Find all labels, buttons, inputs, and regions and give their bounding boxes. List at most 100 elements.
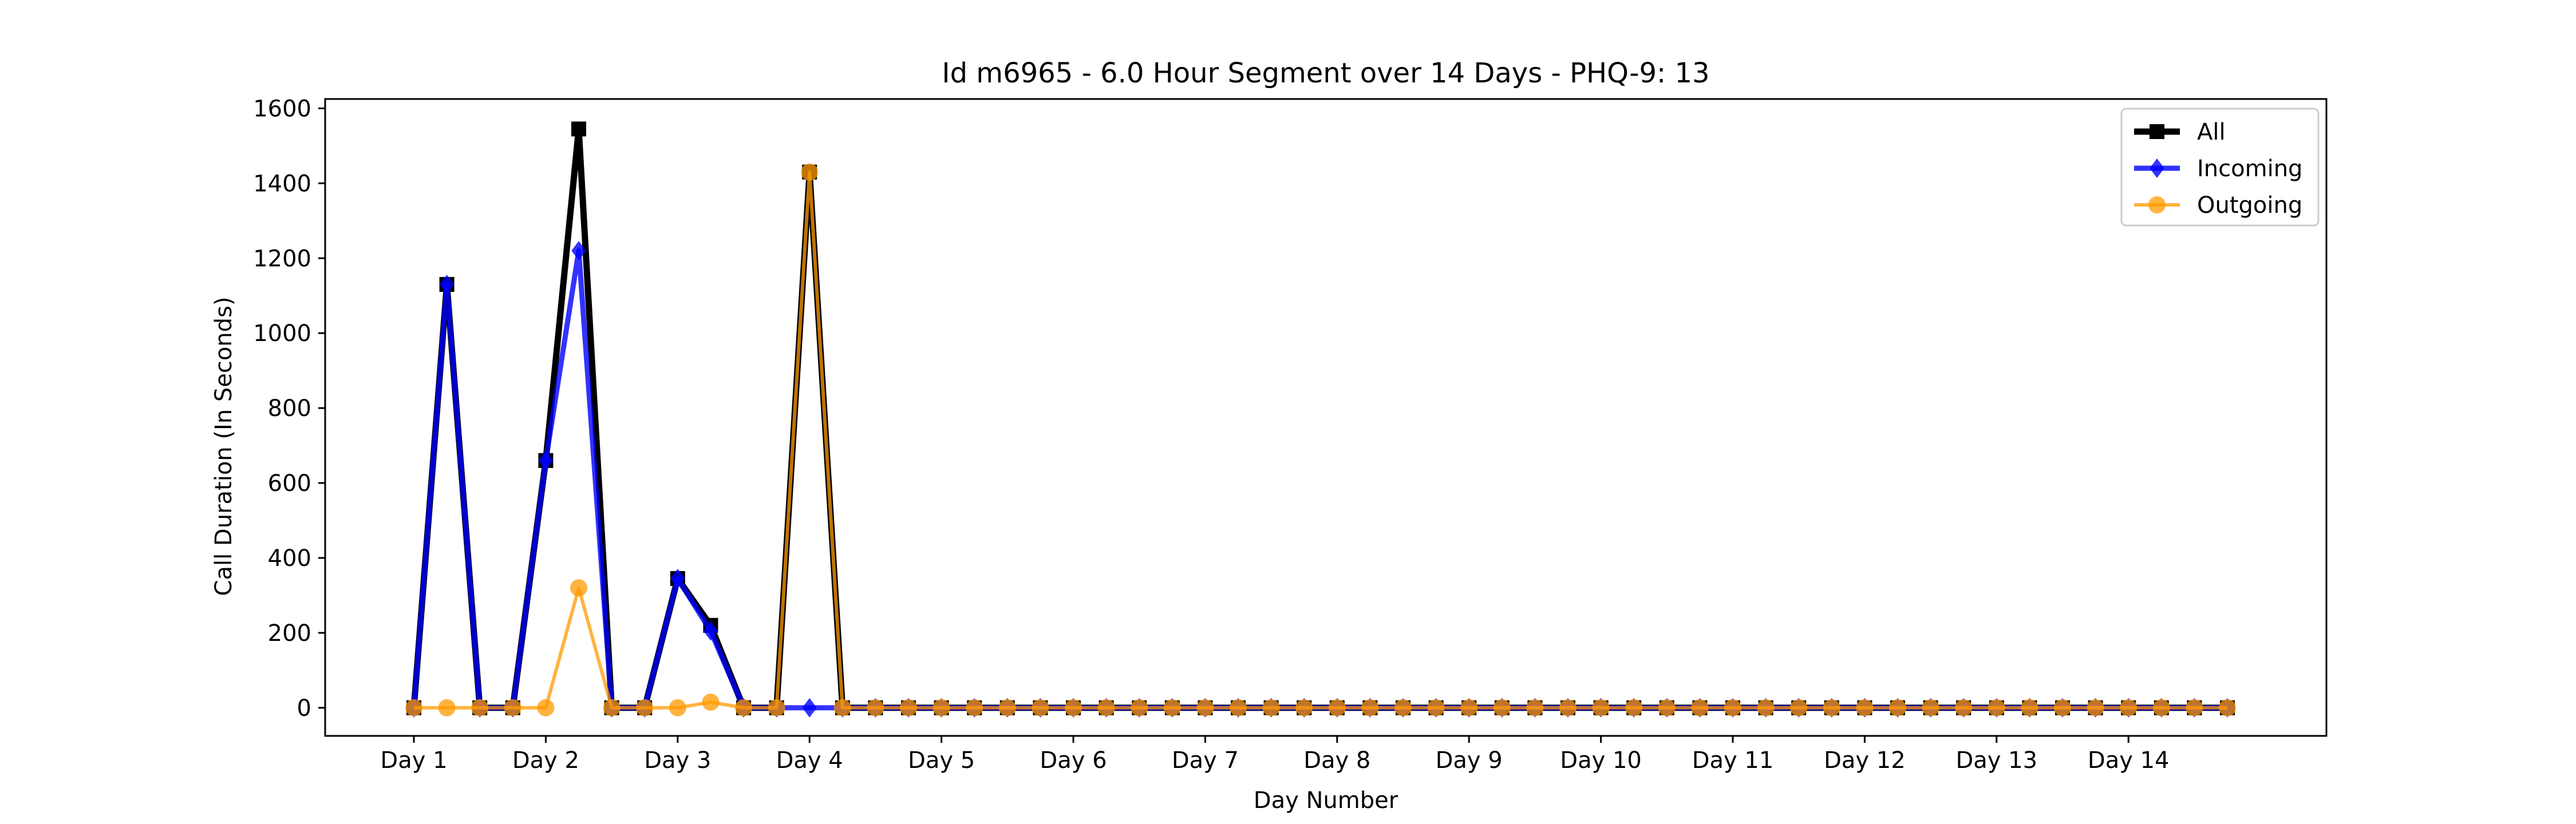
outgoing-data-point xyxy=(471,699,489,716)
incoming-data-point xyxy=(538,450,554,470)
y-tick-label: 800 xyxy=(268,395,311,422)
outgoing-data-point xyxy=(1493,699,1511,716)
y-tick-label: 0 xyxy=(297,695,311,722)
outgoing-data-point xyxy=(1724,699,1741,716)
legend: All Incoming Outgoing xyxy=(2120,108,2320,227)
x-tick-label: Day 5 xyxy=(908,747,975,774)
outgoing-data-point xyxy=(2186,699,2203,716)
outgoing-data-point xyxy=(1526,699,1544,716)
outgoing-data-point xyxy=(1230,699,1247,716)
outgoing-data-point xyxy=(1131,699,1148,716)
series-layer xyxy=(405,121,2236,718)
outgoing-series-line xyxy=(414,170,2227,710)
outgoing-data-point xyxy=(1922,699,1939,716)
x-tick-label: Day 4 xyxy=(776,747,843,774)
outgoing-data-point xyxy=(1790,699,1808,716)
outgoing-data-point xyxy=(1889,699,1906,716)
outgoing-data-point xyxy=(2120,699,2138,716)
x-tick-label: Day 1 xyxy=(380,747,447,774)
outgoing-data-point xyxy=(702,694,720,711)
y-axis: 0 200 400 600 800 1000 1200 1400 1600 xyxy=(253,96,325,722)
outgoing-data-point xyxy=(933,699,950,716)
legend-label-incoming: Incoming xyxy=(2197,156,2302,182)
outgoing-data-point xyxy=(2021,699,2038,716)
outgoing-data-point xyxy=(1262,699,1280,716)
outgoing-data-point xyxy=(1097,699,1115,716)
x-tick-label: Day 14 xyxy=(2088,747,2170,774)
all-series-line xyxy=(410,125,2227,711)
outgoing-data-point xyxy=(2152,699,2170,716)
outgoing-data-point xyxy=(537,699,555,716)
outgoing-data-point xyxy=(603,699,621,716)
outgoing-data-point xyxy=(636,699,654,716)
y-tick-label: 1600 xyxy=(253,96,311,122)
x-tick-label: Day 11 xyxy=(1692,747,1774,774)
outgoing-data-point xyxy=(1032,699,1049,716)
incoming-data-point xyxy=(571,241,586,261)
outgoing-data-point xyxy=(1955,699,1973,716)
outgoing-data-point xyxy=(438,699,456,716)
outgoing-data-point xyxy=(1625,699,1643,716)
outgoing-data-point xyxy=(833,699,851,716)
outgoing-data-point xyxy=(1394,699,1412,716)
outgoing-data-point xyxy=(1328,699,1346,716)
all-data-point xyxy=(571,121,586,137)
y-tick-label: 400 xyxy=(268,545,311,572)
chart-title: Id m6965 - 6.0 Hour Segment over 14 Days… xyxy=(942,57,1709,89)
outgoing-data-point xyxy=(669,699,686,716)
outgoing-data-point xyxy=(1196,699,1214,716)
outgoing-data-point xyxy=(1361,699,1379,716)
incoming-data-point xyxy=(703,621,718,641)
outgoing-data-point xyxy=(1856,699,1874,716)
outgoing-data-point xyxy=(768,699,785,716)
outgoing-data-point xyxy=(570,579,587,597)
outgoing-data-point xyxy=(735,699,752,716)
x-tick-label: Day 3 xyxy=(644,747,711,774)
y-tick-label: 600 xyxy=(268,470,311,497)
legend-marker-all xyxy=(2150,124,2164,139)
incoming-series-line xyxy=(411,248,2227,711)
x-tick-label: Day 2 xyxy=(512,747,579,774)
all-series xyxy=(406,121,2235,715)
outgoing-data-point xyxy=(1757,699,1775,716)
legend-label-all: All xyxy=(2197,119,2226,145)
outgoing-data-point xyxy=(998,699,1016,716)
legend-label-outgoing: Outgoing xyxy=(2197,192,2302,219)
outgoing-data-point xyxy=(2219,699,2236,716)
outgoing-data-point xyxy=(1658,699,1676,716)
y-tick-label: 1000 xyxy=(253,320,311,347)
y-tick-label: 1200 xyxy=(253,245,311,272)
outgoing-data-point xyxy=(801,163,819,181)
x-axis-title: Day Number xyxy=(1254,787,1398,814)
plot-frame xyxy=(324,98,2328,737)
outgoing-data-point xyxy=(1988,699,2005,716)
outgoing-data-point xyxy=(1592,699,1610,716)
outgoing-data-point xyxy=(867,699,884,716)
legend-marker-incoming xyxy=(2150,159,2164,178)
outgoing-data-point xyxy=(1823,699,1840,716)
x-tick-label: Day 9 xyxy=(1436,747,1503,774)
outgoing-data-point xyxy=(966,699,983,716)
legend-box xyxy=(2120,108,2320,227)
outgoing-data-point xyxy=(405,699,422,716)
outgoing-data-point xyxy=(1427,699,1445,716)
y-tick-label: 200 xyxy=(268,620,311,647)
x-tick-label: Day 7 xyxy=(1172,747,1239,774)
outgoing-series xyxy=(405,163,2236,716)
incoming-data-point xyxy=(670,569,685,589)
outgoing-data-point xyxy=(900,699,917,716)
outgoing-data-point xyxy=(2087,699,2104,716)
x-tick-label: Day 12 xyxy=(1824,747,1906,774)
outgoing-data-point xyxy=(1559,699,1577,716)
x-axis: Day 1 Day 2 Day 3 Day 4 Day 5 Day 6 Day 7 Day 8… xyxy=(380,736,2170,774)
x-tick-label: Day 6 xyxy=(1040,747,1107,774)
outgoing-data-point xyxy=(1460,699,1478,716)
y-tick-label: 1400 xyxy=(253,171,311,197)
outgoing-data-point xyxy=(504,699,521,716)
incoming-series xyxy=(406,241,2235,718)
incoming-data-point xyxy=(802,698,817,718)
outgoing-data-point xyxy=(1163,699,1181,716)
x-tick-label: Day 13 xyxy=(1955,747,2037,774)
